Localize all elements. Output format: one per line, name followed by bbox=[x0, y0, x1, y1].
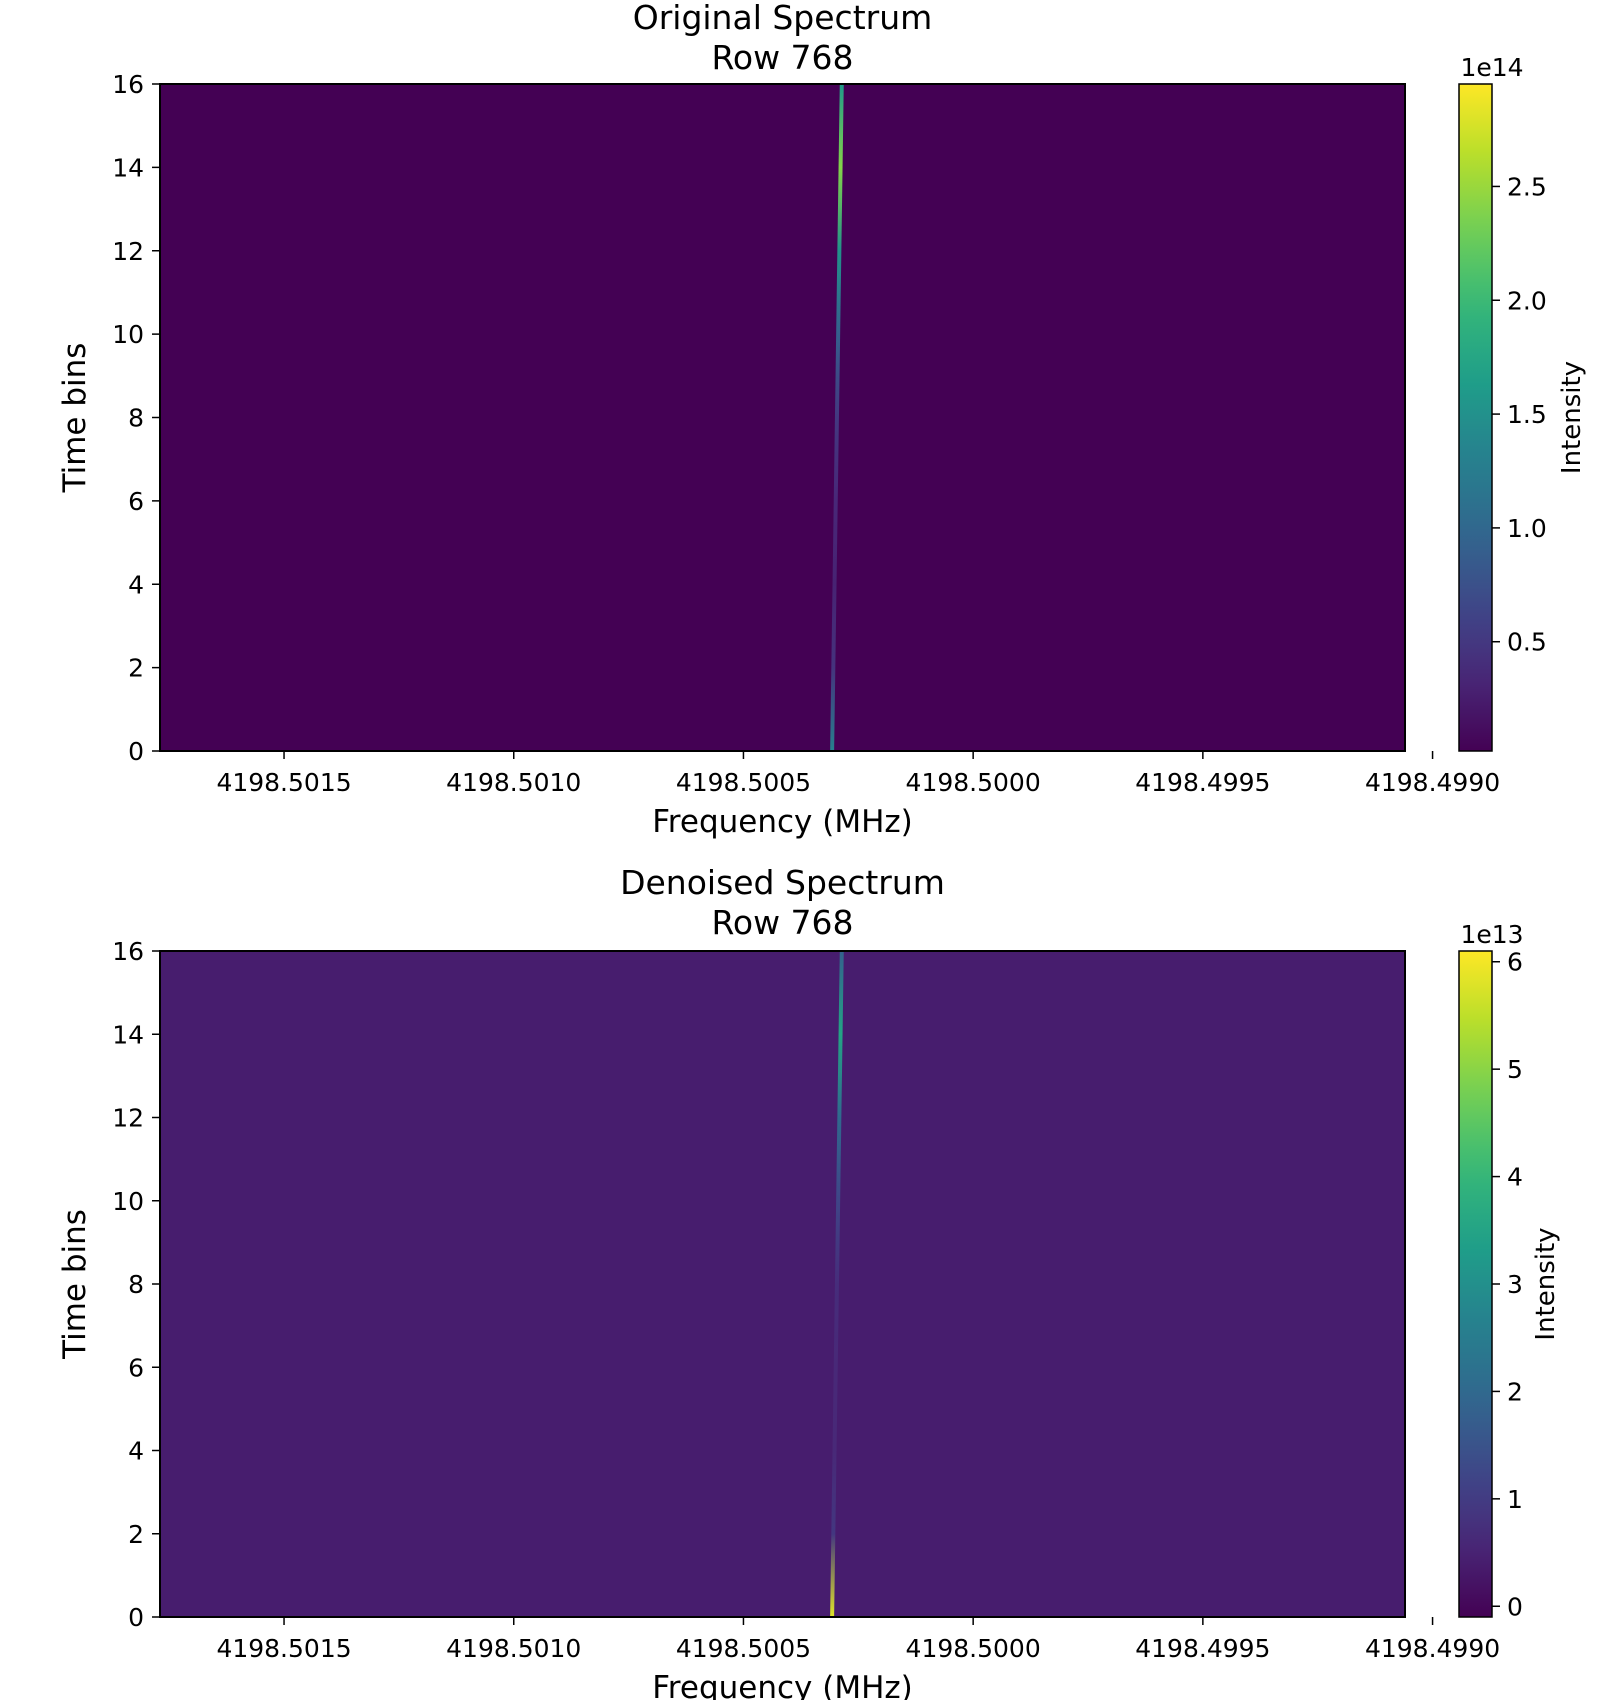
chart-title-line-1: Denoised Spectrum bbox=[620, 863, 945, 902]
y-tick-label: 12 bbox=[112, 237, 144, 266]
heatmap-background bbox=[160, 84, 1405, 751]
y-tick-label: 2 bbox=[128, 1520, 144, 1549]
x-tick-label: 4198.5015 bbox=[216, 1634, 351, 1663]
x-axis-label: Frequency (MHz) bbox=[652, 1670, 913, 1700]
colorbar-tick-label: 6 bbox=[1507, 948, 1523, 977]
y-tick-label: 2 bbox=[128, 654, 144, 683]
y-tick-label: 0 bbox=[128, 1603, 144, 1632]
colorbar bbox=[1458, 83, 1493, 752]
x-tick-label: 4198.5010 bbox=[446, 1634, 581, 1663]
x-tick-label: 4198.5015 bbox=[216, 768, 351, 797]
colorbar-tick-label: 0 bbox=[1507, 1592, 1523, 1621]
y-axis-label: Time bins bbox=[57, 343, 93, 494]
chart-title-line-2: Row 768 bbox=[711, 38, 853, 77]
colorbar-tick-label: 2 bbox=[1507, 1377, 1523, 1406]
y-tick-label: 16 bbox=[112, 70, 144, 99]
y-tick-label: 14 bbox=[112, 1020, 144, 1049]
y-tick-label: 12 bbox=[112, 1104, 144, 1133]
y-tick-label: 8 bbox=[128, 404, 144, 433]
colorbar-tick-label: 1 bbox=[1507, 1485, 1523, 1514]
colorbar-offset-text: 1e14 bbox=[1460, 53, 1523, 82]
y-tick-label: 10 bbox=[112, 320, 144, 349]
y-tick-label: 8 bbox=[128, 1270, 144, 1299]
y-tick-label: 10 bbox=[112, 1187, 144, 1216]
y-tick-label: 0 bbox=[128, 737, 144, 766]
y-axis-label: Time bins bbox=[57, 1209, 93, 1360]
signal-drift-line bbox=[830, 951, 844, 1617]
colorbar-label: Intensity bbox=[1531, 1227, 1561, 1340]
colorbar-tick-label: 2.5 bbox=[1507, 172, 1547, 201]
x-tick-label: 4198.5010 bbox=[446, 768, 581, 797]
colorbar-label: Intensity bbox=[1557, 361, 1587, 474]
signal-drift-line bbox=[830, 84, 844, 751]
colorbar bbox=[1458, 950, 1493, 1618]
y-tick-label: 16 bbox=[112, 937, 144, 966]
colorbar-tick-label: 1.5 bbox=[1507, 400, 1547, 429]
x-axis-label: Frequency (MHz) bbox=[652, 804, 913, 840]
colorbar-tick-label: 0.5 bbox=[1507, 628, 1547, 657]
y-tick-label: 14 bbox=[112, 153, 144, 182]
x-tick-label: 4198.5000 bbox=[906, 1634, 1041, 1663]
x-tick-label: 4198.5000 bbox=[906, 768, 1041, 797]
y-tick-label: 6 bbox=[128, 1353, 144, 1382]
x-tick-label: 4198.5005 bbox=[676, 768, 811, 797]
x-tick-label: 4198.5005 bbox=[676, 1634, 811, 1663]
chart-title-line-1: Original Spectrum bbox=[633, 0, 933, 37]
y-tick-label: 4 bbox=[128, 1437, 144, 1466]
x-tick-label: 4198.4990 bbox=[1365, 1634, 1500, 1663]
colorbar-tick-label: 4 bbox=[1507, 1163, 1523, 1192]
y-tick-label: 6 bbox=[128, 487, 144, 516]
x-tick-label: 4198.4995 bbox=[1135, 768, 1270, 797]
colorbar-tick-label: 2.0 bbox=[1507, 286, 1547, 315]
y-tick-label: 4 bbox=[128, 570, 144, 599]
colorbar-tick-label: 1.0 bbox=[1507, 514, 1547, 543]
x-tick-label: 4198.4995 bbox=[1135, 1634, 1270, 1663]
x-tick-label: 4198.4990 bbox=[1365, 768, 1500, 797]
colorbar-tick-label: 5 bbox=[1507, 1055, 1523, 1084]
colorbar-tick-label: 3 bbox=[1507, 1270, 1523, 1299]
chart-title-line-2: Row 768 bbox=[711, 903, 853, 942]
colorbar-offset-text: 1e13 bbox=[1460, 920, 1523, 949]
heatmap-background bbox=[160, 951, 1405, 1617]
